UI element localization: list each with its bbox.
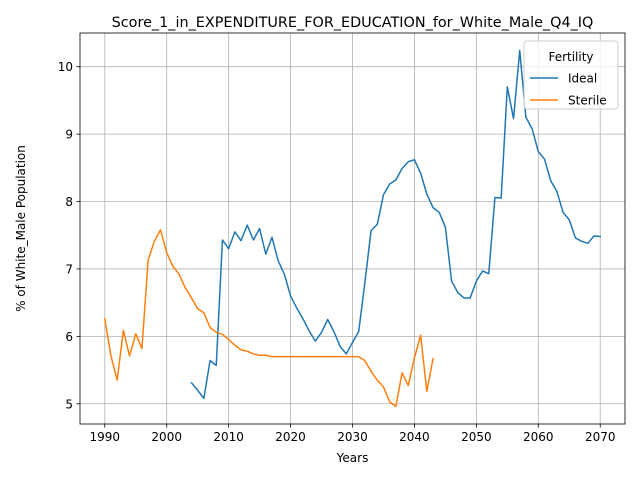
legend: Fertility Ideal Sterile: [523, 40, 619, 110]
series-line-ideal: [190, 49, 602, 400]
x-tick-label: 2020: [275, 430, 306, 444]
y-tick-label: 5: [65, 397, 73, 411]
x-tick-label: 2010: [213, 430, 244, 444]
y-tick-label: 8: [65, 195, 73, 209]
x-axis-label: Years: [336, 451, 369, 465]
legend-title: Fertility: [548, 50, 593, 64]
series-layer: [103, 49, 602, 408]
legend-box: [523, 40, 619, 110]
chart-title: Score_1_in_EXPENDITURE_FOR_EDUCATION_for…: [112, 15, 594, 31]
y-tick-label: 7: [65, 262, 73, 276]
x-tick-label: 2060: [523, 430, 554, 444]
legend-label-sterile: Sterile: [568, 94, 607, 108]
y-tick-label: 6: [65, 330, 73, 344]
x-tick-label: 1990: [89, 430, 120, 444]
x-tick-label: 2030: [337, 430, 368, 444]
legend-entries: Ideal Sterile: [530, 72, 607, 108]
y-axis-label: % of White_Male Population: [14, 145, 28, 312]
y-tick-label: 9: [65, 128, 73, 142]
y-axis-ticks: 5 6 7 8 9 10: [58, 60, 80, 411]
y-gridlines: [80, 66, 625, 405]
x-axis-ticks: 1990 2000 2010 2020 2030 2040 2050 2060 2070: [89, 424, 616, 444]
x-tick-label: 2000: [151, 430, 182, 444]
legend-label-ideal: Ideal: [568, 72, 597, 86]
x-tick-label: 2070: [585, 430, 616, 444]
x-tick-label: 2050: [461, 430, 492, 444]
x-tick-label: 2040: [399, 430, 430, 444]
y-tick-label: 10: [58, 60, 73, 74]
series-line-sterile: [103, 229, 434, 408]
